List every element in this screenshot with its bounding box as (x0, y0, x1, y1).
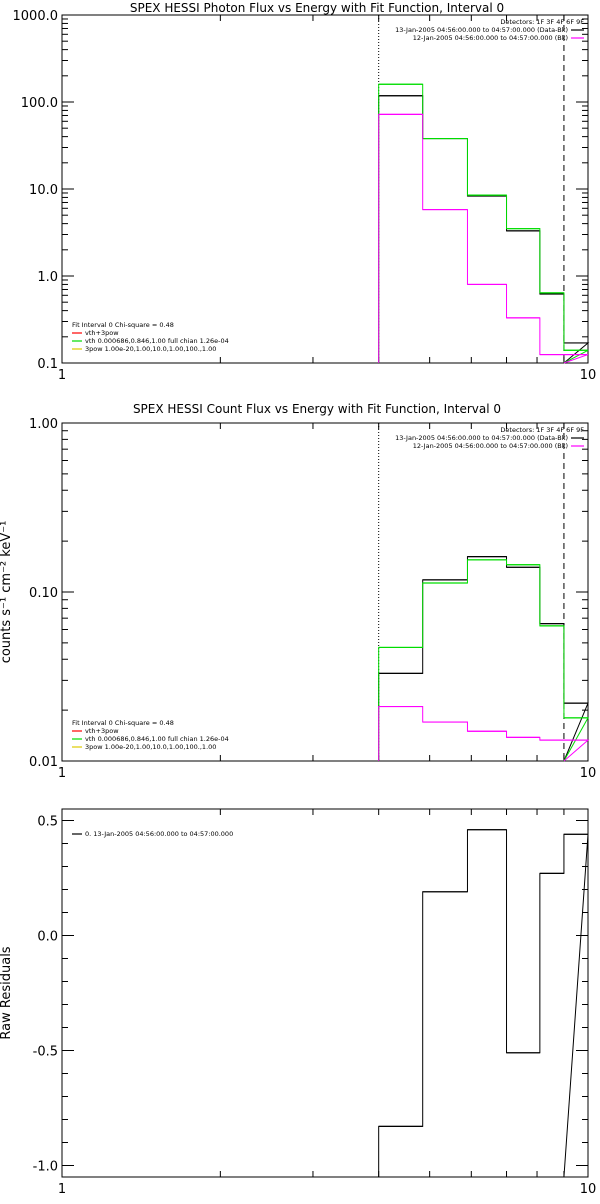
y-axis-label: Raw Residuals (0, 946, 14, 1039)
x-axis: 1 10 (58, 15, 596, 383)
y-tick-label: 0.0 (37, 930, 58, 945)
y-axis: 0.5 0.0 -0.5 -1.0 (33, 815, 588, 1175)
x-tick-label: 10 (580, 368, 597, 383)
legend-entry-label: 13-Jan-2005 04:56:00.000 to 04:57:00.000… (395, 434, 568, 442)
legend-entry-label: 12-Jan-2005 04:56:00.000 to 04:57:00.000… (413, 442, 568, 450)
series-2 (378, 559, 589, 762)
series-3 (378, 113, 589, 364)
legend-header: Detectors: 1F 3F 4F 6F 9F (500, 18, 584, 26)
y-axis-label: counts s⁻¹ cm⁻² keV⁻¹ (0, 521, 14, 664)
legend-header: Fit Interval 0 Chi-square = 0.48 (72, 321, 174, 329)
y-tick-label: -1.0 (33, 1160, 58, 1175)
legend-left: Fit Interval 0 Chi-square = 0.48vth+3pow… (72, 719, 229, 751)
legend-left: 0. 13-Jan-2005 04:56:00.000 to 04:57:00.… (72, 830, 233, 838)
x-tick-label: 1 (58, 766, 66, 781)
legend-entry-label: 0. 13-Jan-2005 04:56:00.000 to 04:57:00.… (85, 830, 233, 838)
legend-left: Fit Interval 0 Chi-square = 0.48vth+3pow… (72, 321, 229, 353)
chart-title: SPEX HESSI Count Flux vs Energy with Fit… (133, 402, 501, 416)
chart-panel-1: SPEX HESSI Photon Flux vs Energy with Fi… (13, 1, 597, 383)
x-tick-label: 1 (58, 368, 66, 383)
y-tick-label: -0.5 (33, 1045, 58, 1060)
y-tick-label: 0.5 (37, 815, 58, 830)
y-tick-label: 0.1 (37, 357, 58, 372)
y-axis: 1000.0 100.0 10.0 1.0 0.1 (13, 9, 588, 372)
chart-title: SPEX HESSI Photon Flux vs Energy with Fi… (130, 1, 504, 15)
series-1 (378, 829, 589, 1178)
legend-entry-label: vth 0.000686,0.846,1.00 full chian 1.26e… (85, 337, 229, 345)
legend-entry-label: vth+3pow (85, 727, 119, 735)
series-step-line (378, 829, 589, 1178)
plot-frame (61, 808, 589, 1178)
legend-entry-label: 3pow 1.00e-20,1.00,10.0,1.00,100.,1.00 (85, 743, 216, 751)
series-step-line (378, 83, 589, 364)
y-axis: 1.00 0.10 0.01 (29, 417, 588, 770)
y-tick-label: 0.10 (29, 586, 58, 601)
y-tick-label: 1000.0 (13, 9, 59, 24)
y-tick-label: 10.0 (29, 183, 58, 198)
series-2 (378, 83, 589, 364)
y-tick-label: 0.01 (29, 755, 58, 770)
legend-entry-label: vth 0.000686,0.846,1.00 full chian 1.26e… (85, 735, 229, 743)
y-tick-label: 1.00 (29, 417, 58, 432)
x-tick-label: 1 (58, 1182, 66, 1197)
legend-header: Detectors: 1F 3F 4F 6F 9F (500, 426, 584, 434)
x-tick-label: 10 (580, 766, 597, 781)
legend-entry-label: 12-Jan-2005 04:56:00.000 to 04:57:00.000… (413, 34, 568, 42)
legend-entry-label: 3pow 1.00e-20,1.00,10.0,1.00,100.,1.00 (85, 345, 216, 353)
series-3 (378, 705, 590, 762)
series-step-line (378, 559, 589, 762)
y-tick-label: 100.0 (21, 96, 58, 111)
series-step-line (378, 113, 589, 364)
x-tick-label: 10 (580, 1182, 597, 1197)
chart-panel-2: SPEX HESSI Count Flux vs Energy with Fit… (0, 402, 596, 781)
y-tick-label: 1.0 (37, 270, 58, 285)
chart-panel-3: 0.5 0.0 -0.5 -1.01 10 Raw Residuals 0. 13-Jan-… (0, 808, 597, 1197)
legend-entry-label: vth+3pow (85, 329, 119, 337)
legend-entry-label: 13-Jan-2005 04:56:00.000 to 04:57:00.000… (395, 26, 568, 34)
legend-header: Fit Interval 0 Chi-square = 0.48 (72, 719, 174, 727)
series-step-line (378, 706, 590, 762)
